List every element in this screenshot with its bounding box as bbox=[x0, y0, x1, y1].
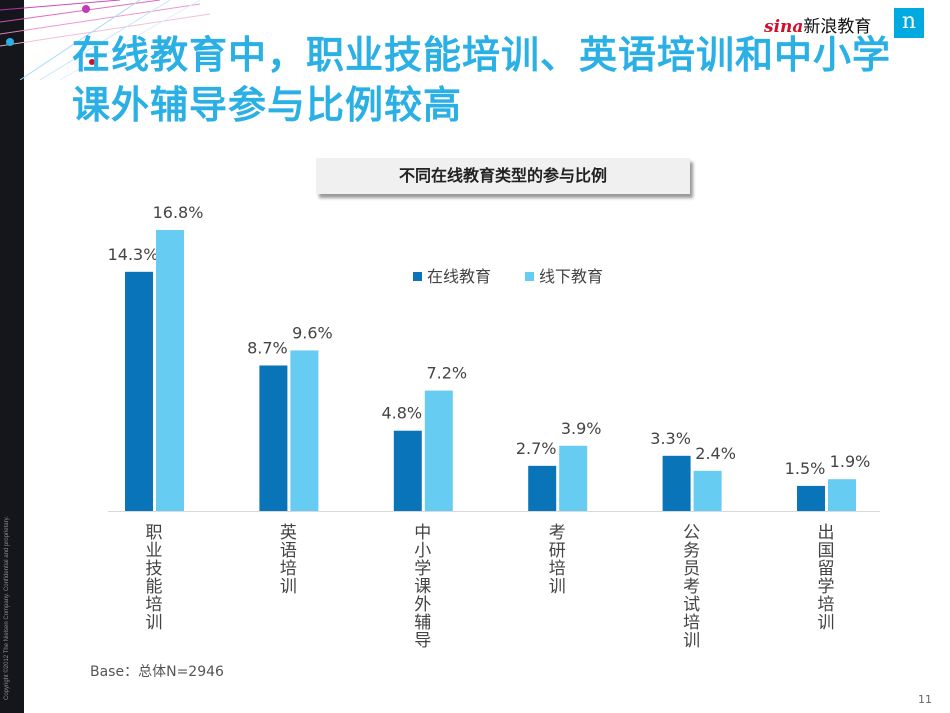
bar-online bbox=[393, 430, 422, 511]
bar-online bbox=[125, 271, 153, 511]
category-label: 员 bbox=[683, 559, 700, 579]
category-label: 国 bbox=[818, 541, 835, 561]
page-number: 11 bbox=[918, 693, 932, 706]
chart-title: 不同在线教育类型的参与比例 bbox=[316, 158, 690, 194]
bar-online bbox=[528, 465, 557, 511]
base-note: Base：总体N=2946 bbox=[90, 664, 224, 680]
category-label: 训 bbox=[280, 577, 297, 597]
category-label: 考 bbox=[683, 577, 700, 597]
category-label: 培 bbox=[818, 595, 835, 615]
bar-offline bbox=[156, 230, 184, 511]
category-label: 英 bbox=[280, 523, 297, 543]
data-label: 8.7% bbox=[247, 338, 288, 357]
category-label: 训 bbox=[146, 613, 163, 633]
data-label: 3.3% bbox=[650, 429, 691, 448]
nielsen-logo-icon: n bbox=[894, 8, 924, 38]
category-label: 中 bbox=[414, 523, 431, 543]
category-label: 学 bbox=[818, 577, 835, 597]
data-label: 16.8% bbox=[153, 203, 204, 222]
category-label: 培 bbox=[280, 559, 297, 579]
bar-offline bbox=[559, 445, 588, 511]
legend-swatch bbox=[525, 272, 534, 281]
legend-label: 线下教育 bbox=[539, 267, 603, 286]
category-label: 考 bbox=[549, 523, 566, 543]
data-label: 14.3% bbox=[108, 245, 159, 264]
data-label: 2.4% bbox=[695, 444, 736, 463]
sina-logo-text: 新浪教育 bbox=[803, 17, 872, 37]
sina-logo-brand: sina bbox=[764, 17, 804, 37]
category-label: 辅 bbox=[414, 613, 431, 633]
category-label: 出 bbox=[818, 523, 835, 543]
category-label: 培 bbox=[549, 559, 566, 579]
category-label: 课 bbox=[414, 577, 431, 597]
category-label: 训 bbox=[549, 577, 566, 597]
data-label: 7.2% bbox=[426, 364, 467, 383]
bar-online bbox=[662, 455, 691, 511]
category-label: 导 bbox=[414, 631, 431, 651]
category-label: 留 bbox=[818, 559, 835, 579]
category-label: 职 bbox=[146, 523, 163, 543]
data-label: 3.9% bbox=[561, 419, 602, 438]
category-label: 小 bbox=[414, 541, 431, 561]
bar-online bbox=[259, 365, 288, 511]
left-side-bar bbox=[0, 0, 24, 713]
category-label: 技 bbox=[146, 559, 163, 579]
category-label: 公 bbox=[683, 523, 700, 543]
bar-offline bbox=[290, 350, 319, 511]
category-label: 外 bbox=[414, 595, 431, 615]
slide-title: 在线教育中，职业技能培训、英语培训和中小学课外辅导参与比例较高 bbox=[72, 33, 892, 127]
category-label: 试 bbox=[683, 595, 700, 615]
category-label: 务 bbox=[683, 541, 700, 561]
data-label: 2.7% bbox=[516, 439, 557, 458]
data-label: 1.5% bbox=[785, 459, 826, 478]
data-label: 1.9% bbox=[830, 452, 871, 471]
category-label: 语 bbox=[280, 541, 297, 561]
category-label: 训 bbox=[818, 613, 835, 633]
data-label: 4.8% bbox=[381, 404, 422, 423]
category-label: 研 bbox=[549, 541, 566, 561]
bar-offline bbox=[693, 470, 722, 511]
legend-swatch bbox=[413, 272, 422, 281]
category-label: 学 bbox=[414, 559, 431, 579]
category-label: 培 bbox=[683, 613, 700, 633]
sina-education-logo: sina新浪教育 bbox=[764, 12, 871, 37]
category-label: 业 bbox=[146, 541, 163, 561]
bar-offline bbox=[424, 390, 453, 511]
legend-label: 在线教育 bbox=[427, 267, 491, 286]
data-label: 9.6% bbox=[292, 323, 333, 342]
bar-offline bbox=[828, 479, 856, 511]
corner-decoration bbox=[0, 0, 211, 80]
bar-online bbox=[797, 485, 825, 511]
category-label: 培 bbox=[146, 595, 163, 615]
category-label: 训 bbox=[683, 631, 700, 651]
category-label: 能 bbox=[146, 577, 163, 597]
